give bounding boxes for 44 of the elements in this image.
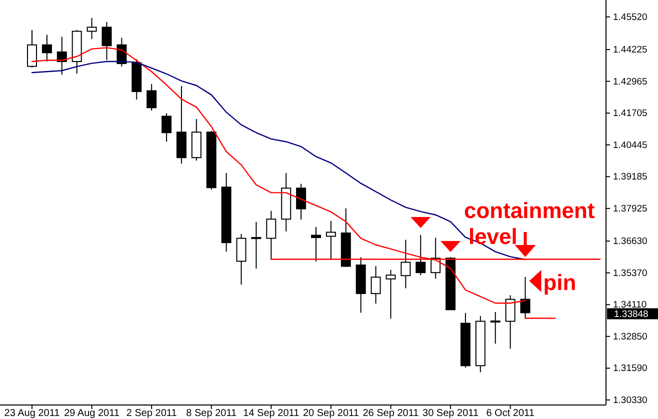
- candlestick: [42, 34, 52, 62]
- candlestick: [86, 17, 97, 40]
- candlestick: [162, 112, 172, 142]
- x-tick-label: 23 Aug 2011: [4, 408, 60, 419]
- x-tick-label: 20 Sep 2011: [302, 408, 360, 419]
- y-tick-label: 1.30330: [613, 394, 648, 406]
- y-tick-label: 1.40445: [613, 140, 648, 151]
- x-tick-label: 29 Aug 2011: [64, 408, 120, 419]
- candlestick: [266, 210, 276, 260]
- y-tick-label: 1.44225: [613, 44, 648, 56]
- y-tick-label: 1.34110: [613, 300, 647, 311]
- y-tick-label: 1.31590: [613, 363, 648, 374]
- x-tick-label: 14 Sep 2011: [243, 408, 300, 419]
- candlestick: [490, 311, 500, 344]
- candlestick: [386, 269, 396, 320]
- x-tick-label: 26 Sep 2011: [362, 408, 420, 419]
- candlestick: [236, 234, 246, 286]
- y-tick-label: 1.36630: [613, 236, 648, 248]
- candlestick: [146, 83, 157, 112]
- y-tick-label: 1.35370: [613, 268, 648, 279]
- candlestick: [400, 239, 411, 289]
- candlestick: [370, 266, 381, 304]
- candlestick: [326, 220, 336, 260]
- annotation: containment level: [464, 198, 596, 249]
- x-tick-label: 6 Oct 2011: [486, 408, 535, 419]
- candlestick: [251, 221, 262, 270]
- y-tick-label: 1.45520: [613, 12, 648, 23]
- candlestick: [505, 294, 516, 350]
- x-tick-label: 2 Sep 2011: [126, 408, 178, 419]
- candlestick: [102, 21, 112, 61]
- y-tick-label: 1.39185: [613, 172, 648, 183]
- y-tick-label: 1.42965: [613, 76, 648, 88]
- y-tick-label: 1.41705: [613, 108, 648, 120]
- annotation: pin: [543, 270, 576, 295]
- candlestick: [416, 234, 426, 276]
- x-tick-label: 8 Sep 2011: [186, 408, 238, 419]
- text: 1.33848: [614, 309, 648, 320]
- candlestick: [27, 30, 37, 68]
- y-tick-label: 1.37925: [613, 203, 648, 214]
- y-tick-label: 1.32850: [613, 331, 648, 342]
- candlestick: [311, 226, 321, 262]
- candlestick: [520, 276, 530, 319]
- x-tick-label: 30 Sep 2011: [422, 408, 479, 419]
- candlestick: [296, 183, 306, 220]
